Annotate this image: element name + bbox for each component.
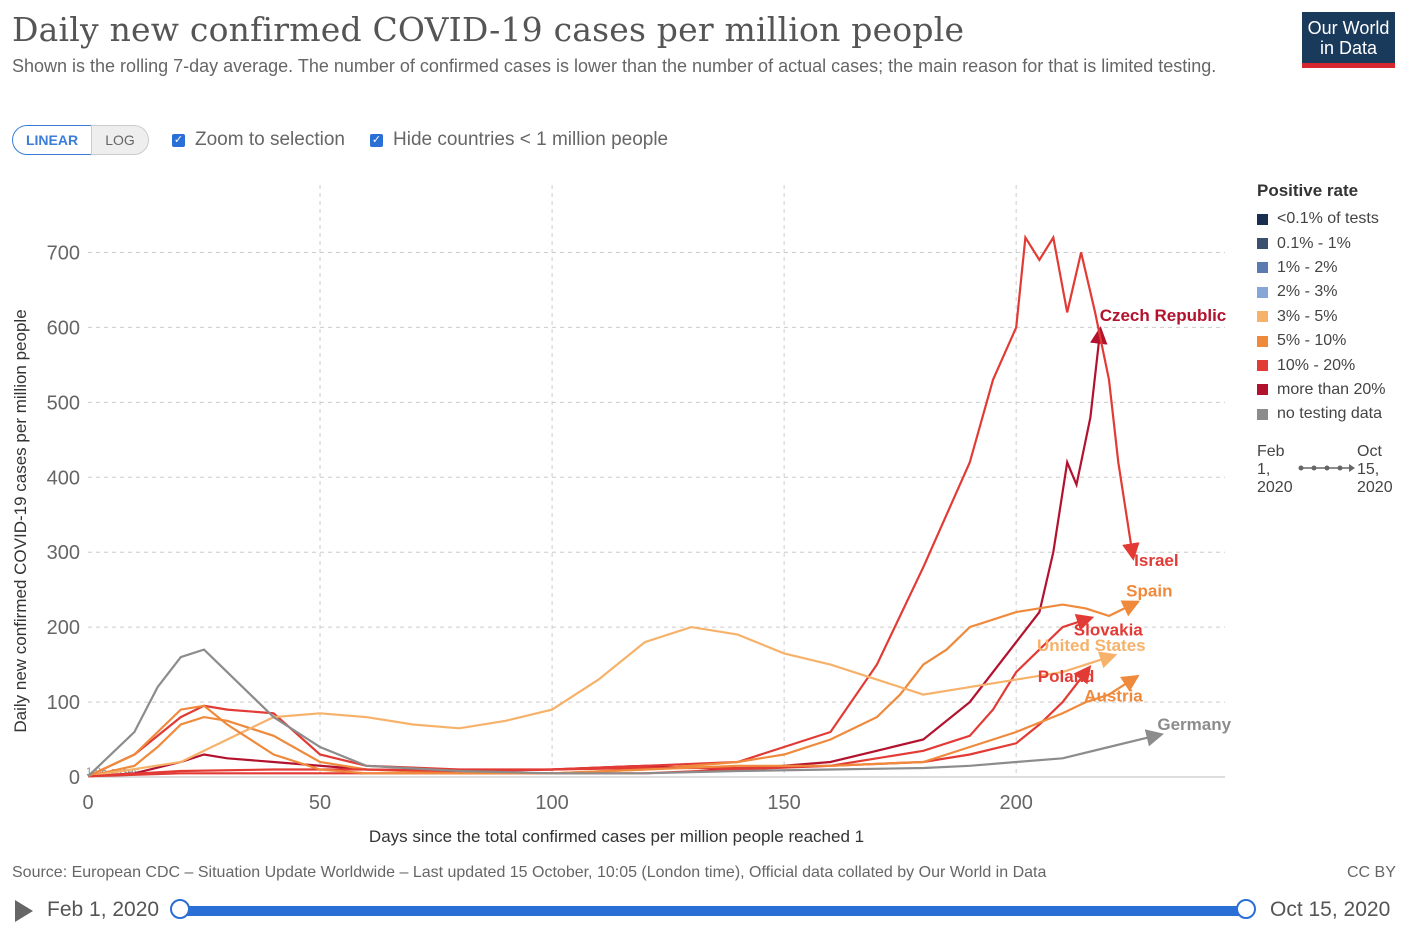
legend-swatch <box>1257 360 1268 372</box>
legend-label: 2% - 3% <box>1277 283 1338 301</box>
legend-item[interactable]: 10% - 20% <box>1257 353 1386 377</box>
legend-swatch <box>1257 384 1268 396</box>
series-label: United States <box>1037 636 1146 655</box>
y-tick-label: 0 <box>69 767 80 789</box>
y-tick-label: 100 <box>47 692 80 714</box>
timeline-start-label: Feb 1, 2020 <box>47 898 160 921</box>
x-tick-label: 150 <box>767 792 800 814</box>
timeline-start-handle[interactable] <box>170 899 190 919</box>
y-axis-label: Daily new confirmed COVID-19 cases per m… <box>11 309 30 732</box>
series-label: Czech Republic <box>1100 306 1227 325</box>
x-tick-label: 200 <box>999 792 1032 814</box>
series-label: Spain <box>1126 582 1172 601</box>
y-tick-label: 400 <box>47 467 80 489</box>
series-label: Poland <box>1038 667 1095 686</box>
y-tick-label: 600 <box>47 317 80 339</box>
legend-label: 1% - 2% <box>1277 258 1338 276</box>
y-tick-label: 200 <box>47 617 80 639</box>
play-button[interactable] <box>15 900 33 922</box>
legend-label: 0.1% - 1% <box>1277 234 1351 252</box>
legend-item[interactable]: no testing data <box>1257 402 1386 426</box>
legend-timeline-start: Feb 1, 2020 <box>1257 443 1293 496</box>
zoom-to-selection-checkbox[interactable]: ✓ Zoom to selection <box>172 128 345 152</box>
x-axis-label: Days since the total confirmed cases per… <box>369 827 864 846</box>
legend-label: 5% - 10% <box>1277 332 1347 350</box>
hide-small-countries-label: Hide countries < 1 million people <box>393 129 669 150</box>
x-tick-label: 100 <box>535 792 568 814</box>
legend-item[interactable]: 0.1% - 1% <box>1257 231 1386 255</box>
timeline-end-label: Oct 15, 2020 <box>1270 898 1391 921</box>
legend-swatch <box>1257 408 1268 420</box>
owid-logo[interactable]: Our World in Data <box>1302 12 1395 68</box>
timeline-track[interactable] <box>180 906 1246 916</box>
legend-item[interactable]: 3% - 5% <box>1257 305 1386 329</box>
checkmark-icon: ✓ <box>172 133 185 147</box>
hide-small-countries-checkbox[interactable]: ✓ Hide countries < 1 million people <box>370 128 668 152</box>
legend-label: <0.1% of tests <box>1277 210 1379 228</box>
timeline-arrow-icon <box>1298 464 1355 472</box>
chart-subtitle: Shown is the rolling 7-day average. The … <box>12 56 1217 76</box>
legend-item[interactable]: <0.1% of tests <box>1257 207 1386 231</box>
logo-line2: in Data <box>1319 38 1378 58</box>
legend-label: 3% - 5% <box>1277 307 1338 325</box>
legend-label: no testing data <box>1277 405 1382 423</box>
series-line <box>87 625 1118 778</box>
chart-title: Daily new confirmed COVID-19 cases per m… <box>12 10 965 49</box>
series-line <box>87 665 1092 778</box>
legend-item[interactable]: 2% - 3% <box>1257 280 1386 304</box>
legend-swatch <box>1257 213 1268 225</box>
legend-swatch <box>1257 335 1268 347</box>
legend-swatch <box>1257 311 1268 323</box>
zoom-to-selection-label: Zoom to selection <box>195 129 345 150</box>
legend-title: Positive rate <box>1257 181 1359 200</box>
legend: <0.1% of tests 0.1% - 1% 1% - 2% 2% - 3% 3% … <box>1257 207 1386 427</box>
legend-swatch <box>1257 262 1268 274</box>
source-note: Source: European CDC – Situation Update … <box>12 864 1047 881</box>
y-tick-label: 300 <box>47 542 80 564</box>
series-label: Slovakia <box>1074 621 1144 640</box>
linear-scale-button[interactable]: LINEAR <box>12 125 92 155</box>
series-label: Israel <box>1134 551 1178 570</box>
legend-swatch <box>1257 286 1268 298</box>
legend-item[interactable]: 1% - 2% <box>1257 256 1386 280</box>
timeline-end-handle[interactable] <box>1236 899 1256 919</box>
series-line <box>87 600 1141 778</box>
legend-timeline-end: Oct 15, 2020 <box>1357 443 1393 496</box>
legend-label: more than 20% <box>1277 380 1386 398</box>
x-tick-label: 50 <box>309 792 331 814</box>
checkmark-icon: ✓ <box>370 133 383 147</box>
series-label: Germany <box>1157 715 1231 734</box>
legend-item[interactable]: more than 20% <box>1257 378 1386 402</box>
legend-item[interactable]: 5% - 10% <box>1257 329 1386 353</box>
y-tick-label: 500 <box>47 392 80 414</box>
series-line <box>87 234 1140 778</box>
series-line <box>87 613 1095 778</box>
y-tick-label: 700 <box>47 242 80 264</box>
legend-timeline: Feb 1, 2020 Oct 15, 2020 <box>1257 443 1397 503</box>
logo-line1: Our World <box>1307 18 1390 38</box>
x-tick-label: 0 <box>82 792 93 814</box>
legend-label: 10% - 20% <box>1277 356 1356 374</box>
legend-swatch <box>1257 238 1268 250</box>
series-line <box>87 674 1140 778</box>
series-line <box>87 648 1164 778</box>
license-link[interactable]: CC BY <box>1347 864 1396 881</box>
log-scale-button[interactable]: LOG <box>91 125 149 155</box>
series-label: Austria <box>1084 687 1143 706</box>
